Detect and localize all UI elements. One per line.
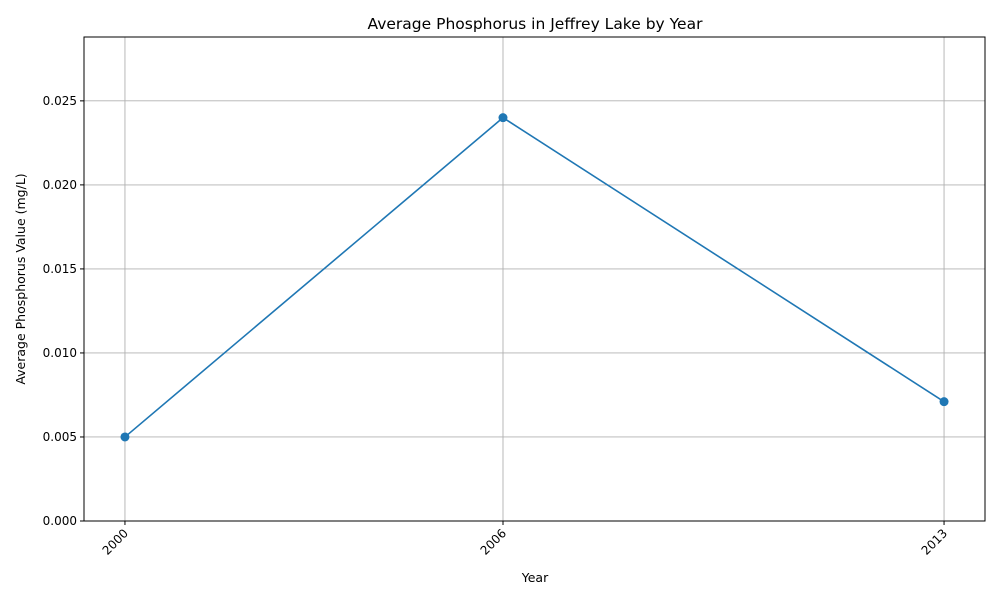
y-axis-label: Average Phosphorus Value (mg/L) [13, 173, 28, 384]
x-axis-label: Year [521, 570, 549, 585]
y-tick-label: 0.005 [43, 430, 77, 444]
grid-lines [84, 37, 985, 522]
x-tick-label: 2006 [478, 526, 509, 557]
data-point [120, 432, 130, 442]
y-tick-label: 0.020 [43, 178, 77, 192]
data-point [498, 113, 508, 123]
y-tick-label: 0.015 [43, 262, 77, 276]
y-tick-label: 0.010 [43, 346, 77, 360]
chart-title: Average Phosphorus in Jeffrey Lake by Ye… [368, 15, 704, 33]
plot-area-frame [83, 36, 986, 522]
y-tick-label: 0.025 [43, 94, 77, 108]
data-point [939, 397, 949, 407]
series-layer [120, 113, 949, 442]
axis-ticks: 0.000 0.005 0.010 0.015 0.020 0.025 2000 2006 20… [43, 94, 951, 558]
y-tick-label: 0.000 [43, 514, 77, 528]
x-tick-label: 2000 [100, 526, 131, 557]
series-line [124, 116, 945, 438]
x-tick-label: 2013 [919, 526, 950, 557]
